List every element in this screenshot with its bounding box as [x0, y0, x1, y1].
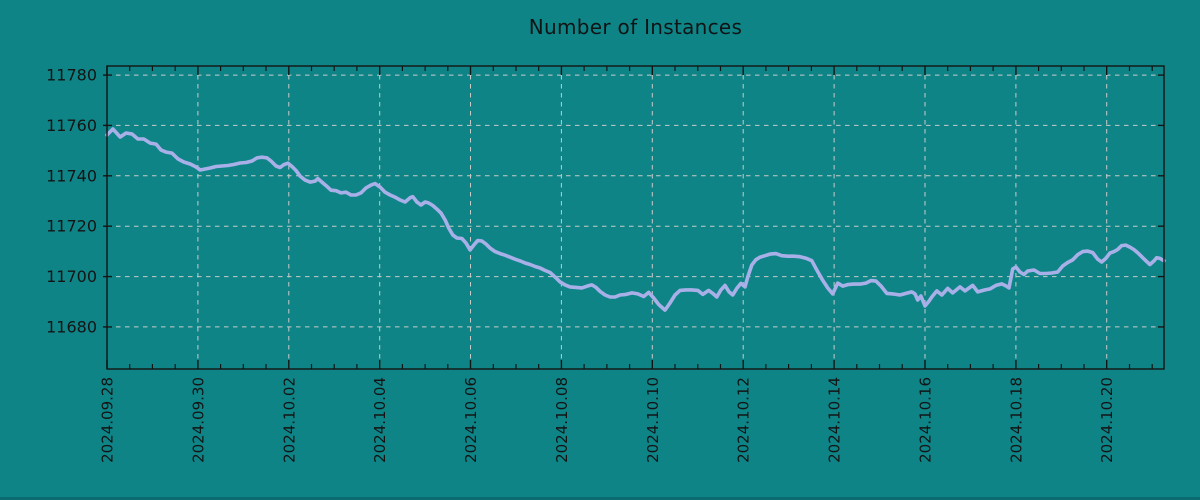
x-tick-label: 2024.10.08 — [553, 377, 571, 463]
x-tick-label: 2024.10.06 — [462, 377, 480, 463]
x-tick-label: 2024.09.30 — [189, 377, 207, 463]
x-tick-label: 2024.10.12 — [735, 377, 753, 463]
y-tick-label: 11740 — [46, 166, 97, 185]
chart-title: Number of Instances — [528, 15, 743, 39]
x-tick-label: 2024.10.16 — [917, 377, 935, 463]
y-tick-label: 11760 — [46, 116, 97, 135]
x-tick-label: 2024.10.18 — [1007, 377, 1025, 463]
y-tick-label: 11680 — [46, 317, 97, 336]
plot-border — [106, 65, 1165, 370]
x-tick-label: 2024.10.10 — [644, 377, 662, 463]
y-tick-label: 11780 — [46, 66, 97, 85]
x-tick-label: 2024.09.28 — [99, 377, 117, 463]
x-tick-label: 2024.10.20 — [1098, 377, 1116, 463]
y-tick-label: 11700 — [46, 267, 97, 286]
window-bottom-edge — [0, 497, 1200, 500]
data-line — [105, 127, 1166, 312]
x-tick-label: 2024.10.04 — [371, 377, 389, 463]
y-tick-label: 11720 — [46, 217, 97, 236]
x-tick-label: 2024.10.02 — [280, 377, 298, 463]
x-tick-label: 2024.10.14 — [826, 377, 844, 463]
